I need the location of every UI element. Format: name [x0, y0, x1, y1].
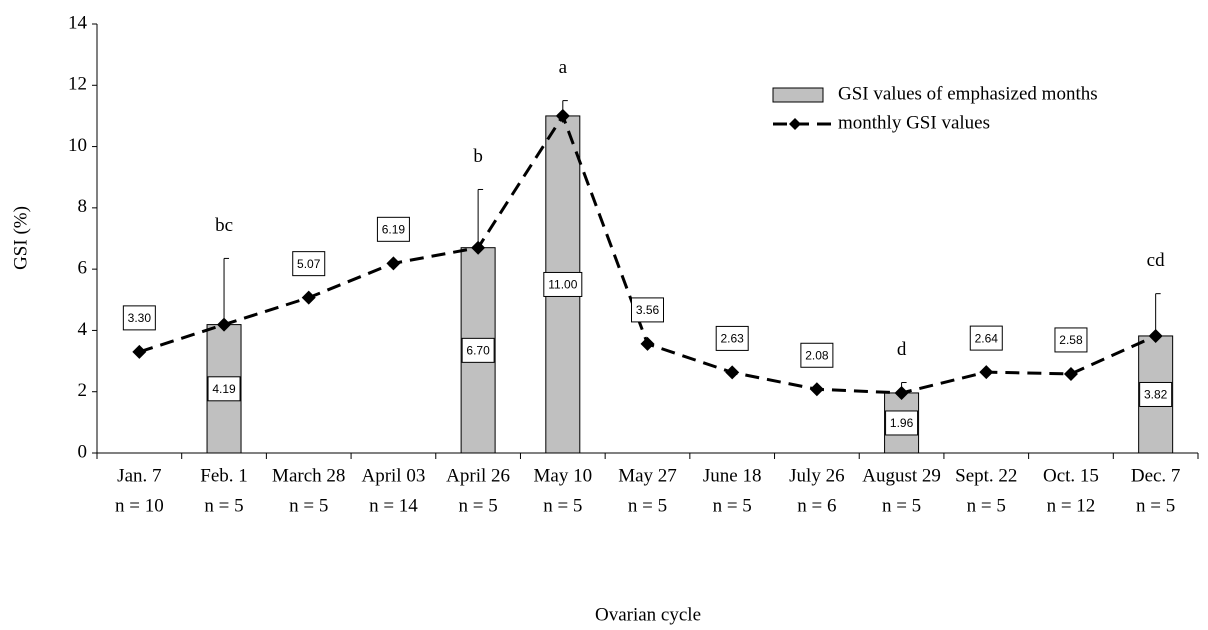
marker [894, 385, 909, 400]
label-box [1139, 381, 1173, 407]
value-label: 4.19 [212, 382, 236, 396]
sample-size: n = 5 [967, 495, 1006, 516]
label-box [1054, 327, 1088, 353]
label-box [292, 251, 326, 277]
value-label: 3.30 [128, 311, 152, 325]
marker [555, 108, 570, 123]
label-box [207, 376, 241, 402]
marker [979, 365, 994, 380]
label-box [969, 325, 1003, 351]
label-box [543, 271, 583, 297]
significance-letter: bc [215, 215, 233, 236]
significance-letter: a [559, 57, 568, 78]
x-tick-label: April 26 [446, 465, 510, 486]
x-tick-label: May 27 [618, 465, 677, 486]
label-box [715, 325, 749, 351]
x-tick-label: Oct. 15 [1043, 465, 1099, 486]
marker [217, 317, 232, 332]
y-tick-label: 4 [78, 319, 88, 340]
x-axis-label: Ovarian cycle [595, 604, 701, 625]
marker [301, 290, 316, 305]
significance-letter: b [473, 146, 483, 167]
y-tick-label: 14 [68, 12, 88, 33]
sample-size: n = 5 [882, 495, 921, 516]
x-tick-label: June 18 [703, 465, 762, 486]
marker [640, 336, 655, 351]
legend-label: monthly GSI values [838, 112, 990, 133]
line [138, 112, 1157, 395]
significance-letter: cd [1147, 250, 1165, 271]
y-axis-label: GSI (%) [10, 206, 31, 270]
value-label: 2.64 [975, 331, 999, 345]
sample-size: n = 5 [289, 495, 328, 516]
x-tick-label: March 28 [272, 465, 345, 486]
value-label: 11.00 [548, 278, 577, 292]
x-tick-label: July 26 [789, 465, 844, 486]
sample-size: n = 6 [797, 495, 836, 516]
value-label: 2.58 [1059, 333, 1083, 347]
x-tick-label: Sept. 22 [955, 465, 1017, 486]
y-tick-label: 6 [78, 258, 88, 279]
marker [386, 256, 401, 271]
x-tick-label: May 10 [534, 465, 593, 486]
x-tick-label: April 03 [361, 465, 425, 486]
value-label: 6.70 [466, 344, 490, 358]
marker [1063, 366, 1078, 381]
value-label: 6.19 [382, 222, 406, 236]
value-label: 3.82 [1144, 388, 1168, 402]
y-tick-label: 10 [68, 135, 87, 156]
x-tick-label: Dec. 7 [1131, 465, 1181, 486]
sample-size: n = 5 [204, 495, 243, 516]
sample-size: n = 5 [628, 495, 667, 516]
sample-size: n = 5 [543, 495, 582, 516]
label-box [376, 216, 410, 242]
marker [809, 382, 824, 397]
value-label: 5.07 [297, 257, 321, 271]
y-tick-label: 12 [68, 74, 87, 95]
sample-size: n = 14 [369, 495, 418, 516]
sample-size: n = 10 [115, 495, 164, 516]
sample-size: n = 5 [713, 495, 752, 516]
label-box [122, 305, 156, 331]
value-label: 1.96 [890, 416, 914, 430]
legend-label: GSI values of emphasized months [838, 83, 1098, 104]
label-box [461, 337, 495, 363]
y-tick-label: 2 [78, 380, 88, 401]
value-label: 2.63 [721, 332, 745, 346]
x-tick-label: August 29 [862, 465, 941, 486]
label-box [800, 342, 834, 368]
label-box [885, 410, 919, 436]
sample-size: n = 5 [1136, 495, 1175, 516]
legend-marker [789, 118, 801, 130]
y-tick-label: 8 [78, 196, 88, 217]
value-label: 2.08 [805, 348, 829, 362]
significance-letter: d [897, 339, 907, 360]
x-tick-label: Feb. 1 [200, 465, 248, 486]
legend-swatch [772, 87, 824, 103]
marker [725, 365, 740, 380]
sample-size: n = 12 [1047, 495, 1096, 516]
marker [132, 344, 147, 359]
value-label: 3.56 [636, 303, 660, 317]
marker [1148, 328, 1163, 343]
label-box [631, 297, 664, 323]
y-tick-label: 0 [78, 441, 88, 462]
x-tick-label: Jan. 7 [117, 465, 161, 486]
sample-size: n = 5 [459, 495, 498, 516]
marker [471, 240, 486, 255]
